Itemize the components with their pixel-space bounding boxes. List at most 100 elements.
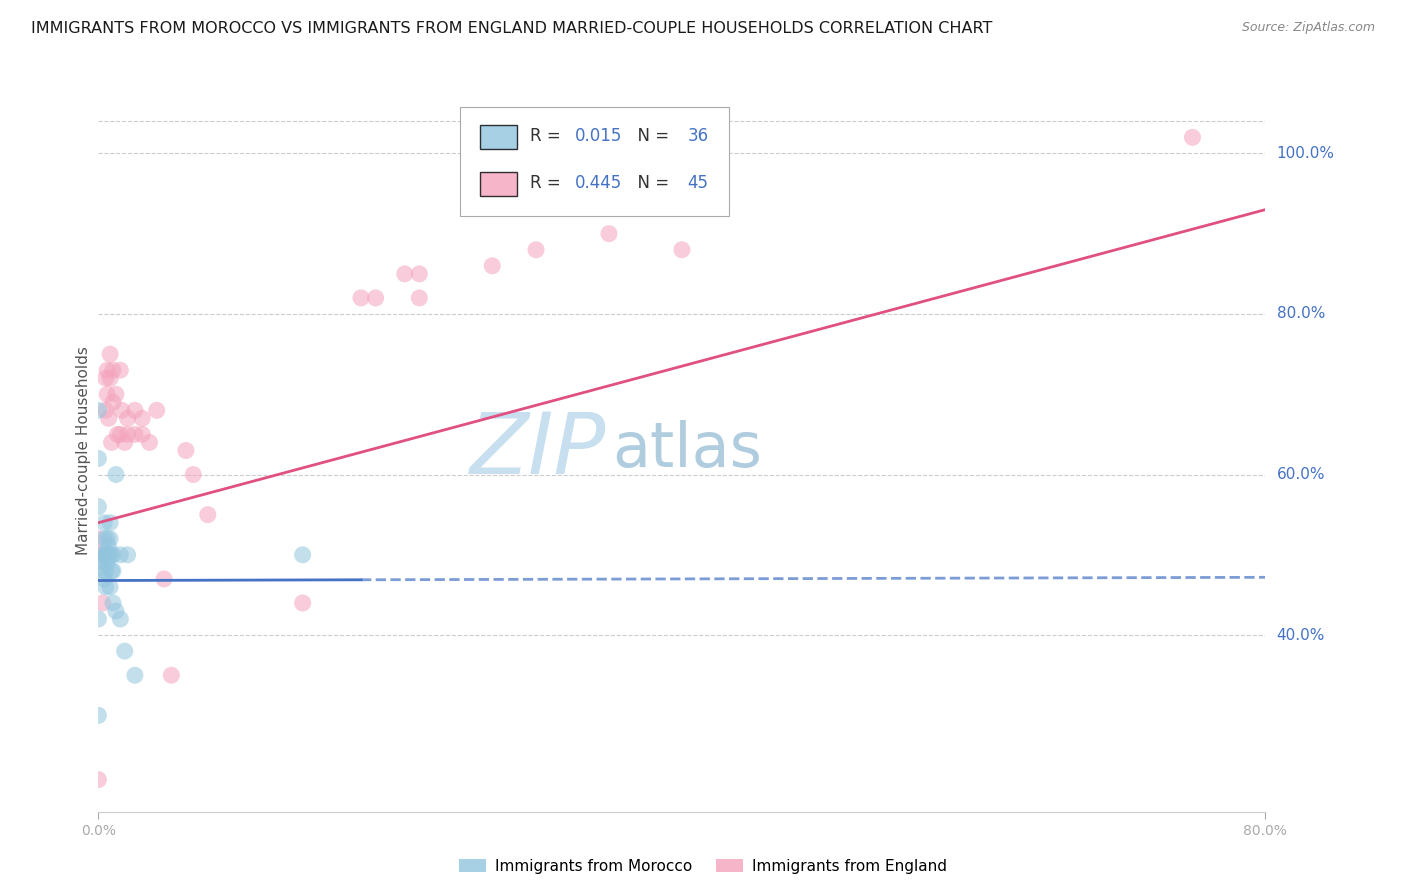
Text: ZIP: ZIP bbox=[470, 409, 606, 492]
Point bbox=[91, 556, 114, 570]
Point bbox=[94, 403, 117, 417]
Point bbox=[94, 564, 117, 578]
Point bbox=[117, 411, 139, 425]
Point bbox=[104, 604, 127, 618]
FancyBboxPatch shape bbox=[460, 107, 728, 216]
Point bbox=[87, 548, 110, 562]
Point bbox=[96, 363, 118, 377]
Point bbox=[87, 451, 110, 466]
Point bbox=[87, 612, 110, 626]
Point bbox=[146, 403, 169, 417]
Point bbox=[114, 644, 136, 658]
Point bbox=[90, 548, 112, 562]
Point bbox=[98, 580, 121, 594]
Point bbox=[153, 572, 176, 586]
Point bbox=[97, 540, 120, 554]
Point bbox=[524, 243, 547, 257]
Point bbox=[100, 435, 122, 450]
Point bbox=[364, 291, 387, 305]
Text: 45: 45 bbox=[688, 174, 709, 192]
Point bbox=[98, 532, 121, 546]
Point bbox=[114, 435, 136, 450]
Point bbox=[94, 371, 117, 385]
Point bbox=[181, 467, 204, 482]
Point bbox=[394, 267, 416, 281]
Point bbox=[131, 411, 153, 425]
Point bbox=[481, 259, 503, 273]
Point bbox=[117, 548, 139, 562]
Point bbox=[93, 572, 115, 586]
Point bbox=[98, 371, 121, 385]
Point bbox=[93, 532, 115, 546]
Point bbox=[124, 427, 146, 442]
Point bbox=[291, 548, 314, 562]
Text: atlas: atlas bbox=[612, 420, 762, 481]
Text: 0.015: 0.015 bbox=[575, 128, 621, 145]
Point bbox=[110, 612, 132, 626]
Point bbox=[96, 532, 118, 546]
Point bbox=[138, 435, 160, 450]
Point bbox=[160, 668, 183, 682]
Point bbox=[98, 516, 121, 530]
Point bbox=[101, 548, 124, 562]
Point bbox=[408, 267, 430, 281]
Point bbox=[98, 347, 121, 361]
Point bbox=[408, 291, 430, 305]
Point bbox=[101, 596, 124, 610]
Point bbox=[93, 516, 115, 530]
Text: N =: N = bbox=[627, 174, 675, 192]
FancyBboxPatch shape bbox=[479, 171, 517, 196]
Text: 60.0%: 60.0% bbox=[1277, 467, 1324, 482]
Point bbox=[671, 243, 693, 257]
Text: N =: N = bbox=[627, 128, 675, 145]
Point bbox=[87, 500, 110, 514]
Point bbox=[124, 403, 146, 417]
Point bbox=[104, 467, 127, 482]
Point bbox=[91, 596, 114, 610]
Point bbox=[1181, 130, 1204, 145]
Text: IMMIGRANTS FROM MOROCCO VS IMMIGRANTS FROM ENGLAND MARRIED-COUPLE HOUSEHOLDS COR: IMMIGRANTS FROM MOROCCO VS IMMIGRANTS FR… bbox=[31, 21, 993, 37]
Y-axis label: Married-couple Households: Married-couple Households bbox=[76, 346, 91, 555]
Text: 40.0%: 40.0% bbox=[1277, 628, 1324, 642]
Legend: Immigrants from Morocco, Immigrants from England: Immigrants from Morocco, Immigrants from… bbox=[453, 853, 953, 880]
Point bbox=[96, 387, 118, 401]
Point bbox=[94, 580, 117, 594]
Point bbox=[100, 548, 122, 562]
Point bbox=[94, 548, 117, 562]
Point bbox=[124, 668, 146, 682]
Point bbox=[87, 403, 110, 417]
Point bbox=[174, 443, 197, 458]
Point bbox=[350, 291, 373, 305]
Point bbox=[100, 564, 122, 578]
FancyBboxPatch shape bbox=[479, 125, 517, 149]
Text: 100.0%: 100.0% bbox=[1277, 146, 1334, 161]
Point bbox=[93, 548, 115, 562]
Text: 36: 36 bbox=[688, 128, 709, 145]
Text: R =: R = bbox=[530, 128, 567, 145]
Point bbox=[87, 708, 110, 723]
Point bbox=[197, 508, 219, 522]
Text: R =: R = bbox=[530, 174, 567, 192]
Point bbox=[117, 427, 139, 442]
Point bbox=[110, 363, 132, 377]
Point bbox=[291, 596, 314, 610]
Point bbox=[101, 564, 124, 578]
Point bbox=[101, 395, 124, 409]
Point bbox=[96, 548, 118, 562]
Point bbox=[87, 772, 110, 787]
Point bbox=[598, 227, 620, 241]
Point bbox=[110, 427, 132, 442]
Point bbox=[96, 556, 118, 570]
Point bbox=[97, 411, 120, 425]
Text: 0.445: 0.445 bbox=[575, 174, 621, 192]
Text: Source: ZipAtlas.com: Source: ZipAtlas.com bbox=[1241, 21, 1375, 35]
Point bbox=[104, 387, 127, 401]
Point bbox=[131, 427, 153, 442]
Point bbox=[94, 548, 117, 562]
Text: 80.0%: 80.0% bbox=[1277, 307, 1324, 321]
Point bbox=[91, 564, 114, 578]
Point bbox=[105, 427, 128, 442]
Point bbox=[97, 548, 120, 562]
Point bbox=[101, 363, 124, 377]
Point bbox=[87, 532, 110, 546]
